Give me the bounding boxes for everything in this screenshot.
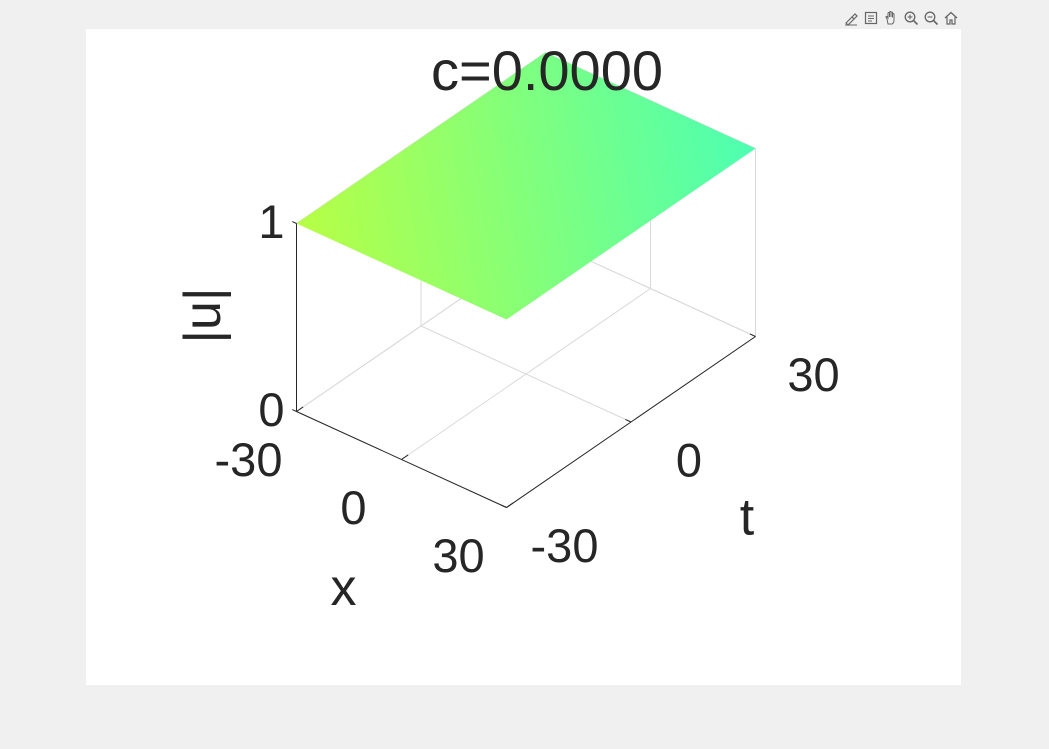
axes-toolbar (841, 8, 960, 27)
z-tick (292, 409, 297, 412)
zoom-in-button[interactable] (901, 8, 920, 27)
x-tick-label: -30 (215, 433, 283, 486)
t-axis-label: t (740, 489, 755, 547)
axes-panel: -30 0 30 -30 0 30 0 1 x t |u| c=0.0000 (86, 29, 961, 685)
z-tick-label: 0 (258, 383, 284, 436)
t-tick (749, 333, 756, 337)
pan-icon (884, 10, 894, 24)
x-tick-label: 30 (432, 529, 484, 582)
z-tick-label: 1 (258, 195, 284, 248)
zoom-out-button[interactable] (921, 8, 940, 27)
x-axis-label: x (331, 559, 357, 617)
pan-button[interactable] (881, 8, 900, 27)
zoom-out-icon (924, 11, 938, 25)
chart-title: c=0.0000 (431, 39, 663, 102)
t-tick (625, 418, 632, 423)
data-tips-button[interactable] (861, 8, 880, 27)
z-tick (292, 221, 297, 224)
t-tick-label: 30 (787, 348, 839, 401)
data-tips-icon (864, 11, 877, 24)
zoom-in-icon (904, 11, 918, 25)
x-tick (296, 406, 304, 412)
home-view-button[interactable] (941, 8, 960, 27)
brush-data-icon (844, 12, 858, 26)
t-tick-label: -30 (531, 519, 599, 572)
surface-plane[interactable] (296, 52, 756, 320)
t-tick-label: 0 (676, 433, 702, 486)
x-tick-label: 0 (340, 481, 366, 534)
z-axis-label: |u| (174, 288, 232, 344)
x-tick (506, 502, 514, 508)
t-tick (500, 504, 507, 508)
brush-data-button[interactable] (841, 8, 860, 27)
home-view-icon (944, 11, 957, 25)
grid-line-t (420, 325, 632, 423)
x-tick (401, 454, 409, 460)
